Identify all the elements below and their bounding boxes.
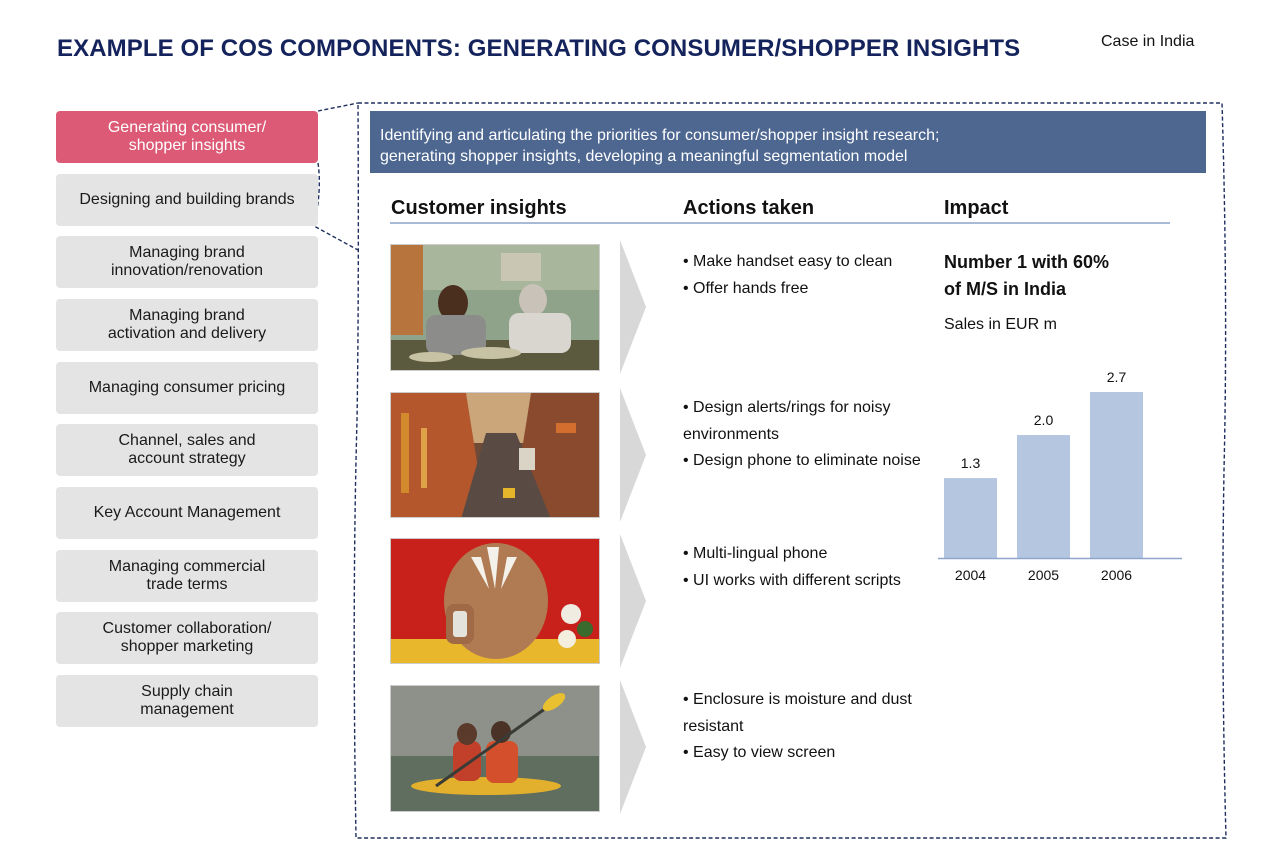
- banner-line-1: Identifying and articulating the priorit…: [380, 127, 940, 144]
- sidebar-item-label: Key Account Management: [93, 504, 281, 521]
- sales-label: Sales in EUR m: [944, 316, 1057, 333]
- actions-row-4: • Enclosure is moisture and dust resista…: [683, 687, 943, 767]
- action-item: resistant: [683, 717, 744, 735]
- sidebar-item-label: Managing consumer pricing: [88, 379, 286, 396]
- case-label: Case in India: [1101, 33, 1195, 50]
- sidebar-item-label: Customer collaboration/ shopper marketin…: [102, 620, 272, 655]
- action-item: • Make handset easy to clean: [683, 253, 893, 270]
- sidebar-item-label: Managing brand activation and delivery: [107, 307, 267, 342]
- sidebar-item-trade-terms[interactable]: Managing commercial trade terms: [56, 550, 318, 602]
- column-header-insights: Customer insights: [391, 197, 567, 219]
- value-label-2006: 2.7: [1107, 369, 1127, 385]
- action-item: • Offer hands free: [683, 279, 809, 297]
- page-title: EXAMPLE OF COS COMPONENTS: GENERATING CO…: [57, 35, 1021, 62]
- column-header-impact: Impact: [944, 197, 1009, 219]
- actions-row-1: • Make handset easy to clean • Offer han…: [683, 249, 943, 302]
- bar-2005: [1017, 435, 1070, 558]
- banner-line-2: generating shopper insights, developing …: [380, 148, 908, 165]
- category-label-2004: 2004: [955, 567, 986, 583]
- action-item: • Design phone to eliminate noise: [683, 452, 921, 469]
- impact-headline: Number 1 with 60% of M/S in India: [944, 252, 1110, 299]
- sidebar-item-label: Designing and building brands: [79, 191, 295, 208]
- action-item: • UI works with different scripts: [683, 571, 901, 589]
- chevron-arrow-icon: [620, 680, 646, 814]
- sidebar-item-customer-collaboration[interactable]: Customer collaboration/ shopper marketin…: [56, 612, 318, 664]
- actions-row-3: • Multi-lingual phone • UI works with di…: [683, 541, 943, 594]
- sidebar-item-label: Supply chain management: [140, 683, 234, 718]
- busy-city-street-photo: [390, 392, 600, 518]
- action-item: • Easy to view screen: [683, 744, 836, 761]
- sidebar-item-brand-innovation[interactable]: Managing brand innovation/renovation: [56, 236, 318, 288]
- kayak-in-rain-photo: [390, 685, 600, 812]
- category-label-2005: 2005: [1028, 567, 1059, 583]
- action-item: • Multi-lingual phone: [683, 545, 828, 562]
- man-on-phone-photo: [390, 538, 600, 664]
- sidebar-item-generating-consumer-shopper-insights[interactable]: Generating consumer/ shopper insights: [56, 111, 318, 163]
- actions-row-2: • Design alerts/rings for noisy environm…: [683, 395, 943, 475]
- sidebar-item-label: Managing commercial trade terms: [108, 558, 266, 593]
- sidebar-item-designing-building-brands[interactable]: Designing and building brands: [56, 174, 318, 226]
- sales-bar-chart: 1.3 2004 2.0 2005 2.7 2006: [938, 369, 1182, 583]
- action-item: • Enclosure is moisture and dust: [683, 691, 912, 708]
- chevron-arrow-icon: [620, 534, 646, 668]
- column-header-actions: Actions taken: [683, 197, 815, 219]
- header-divider: [390, 222, 1170, 224]
- sidebar-item-supply-chain[interactable]: Supply chain management: [56, 675, 318, 727]
- sidebar-item-label: Channel, sales and account strategy: [118, 432, 256, 467]
- objective-banner: Identifying and articulating the priorit…: [370, 111, 1206, 173]
- chevron-arrow-icon: [620, 240, 646, 374]
- bar-2004: [944, 478, 997, 558]
- value-label-2005: 2.0: [1034, 412, 1054, 428]
- men-eating-on-floor-photo: [390, 244, 600, 371]
- sidebar-item-label: Generating consumer/ shopper insights: [107, 119, 267, 154]
- sidebar-item-label: Managing brand innovation/renovation: [110, 244, 264, 279]
- value-label-2004: 1.3: [961, 455, 981, 471]
- sidebar-item-key-account[interactable]: Key Account Management: [56, 487, 318, 539]
- bar-2006: [1090, 392, 1143, 558]
- category-label-2006: 2006: [1101, 567, 1132, 583]
- action-item: environments: [683, 425, 780, 443]
- sidebar-item-consumer-pricing[interactable]: Managing consumer pricing: [56, 362, 318, 414]
- sidebar-item-channel-sales[interactable]: Channel, sales and account strategy: [56, 424, 318, 476]
- chevron-arrow-icon: [620, 388, 646, 522]
- action-item: • Design alerts/rings for noisy: [683, 399, 891, 416]
- sidebar-item-brand-activation[interactable]: Managing brand activation and delivery: [56, 299, 318, 351]
